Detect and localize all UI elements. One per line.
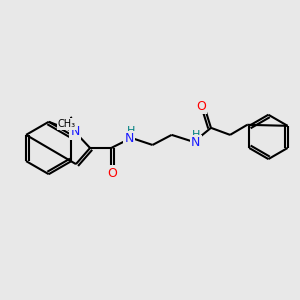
Text: O: O (107, 167, 117, 180)
Text: H: H (127, 126, 136, 136)
Text: CH₃: CH₃ (58, 119, 76, 129)
Text: N: N (70, 125, 80, 138)
Text: N: N (191, 136, 200, 149)
Text: H: H (192, 130, 200, 140)
Text: N: N (125, 132, 134, 146)
Text: O: O (196, 100, 206, 113)
